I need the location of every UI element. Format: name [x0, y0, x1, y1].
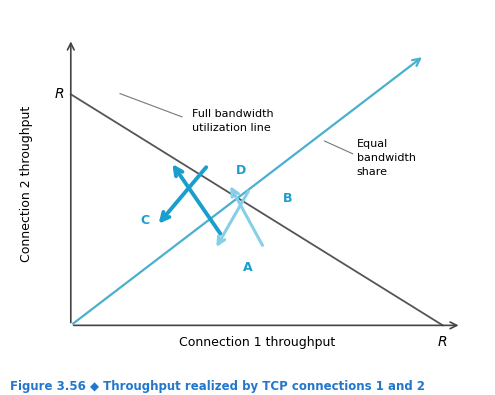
Text: B: B	[282, 192, 292, 205]
Text: R: R	[54, 87, 64, 101]
Text: Connection 1 throughput: Connection 1 throughput	[179, 336, 335, 349]
Text: D: D	[236, 164, 246, 177]
Text: Connection 2 throughput: Connection 2 throughput	[20, 105, 33, 262]
Text: C: C	[141, 214, 150, 227]
Text: Full bandwidth
utilization line: Full bandwidth utilization line	[192, 109, 273, 133]
Text: A: A	[243, 261, 252, 274]
Text: Equal
bandwidth
share: Equal bandwidth share	[357, 139, 416, 177]
Text: R: R	[438, 335, 447, 350]
Text: Figure 3.56 ◆ Throughput realized by TCP connections 1 and 2: Figure 3.56 ◆ Throughput realized by TCP…	[10, 380, 425, 393]
